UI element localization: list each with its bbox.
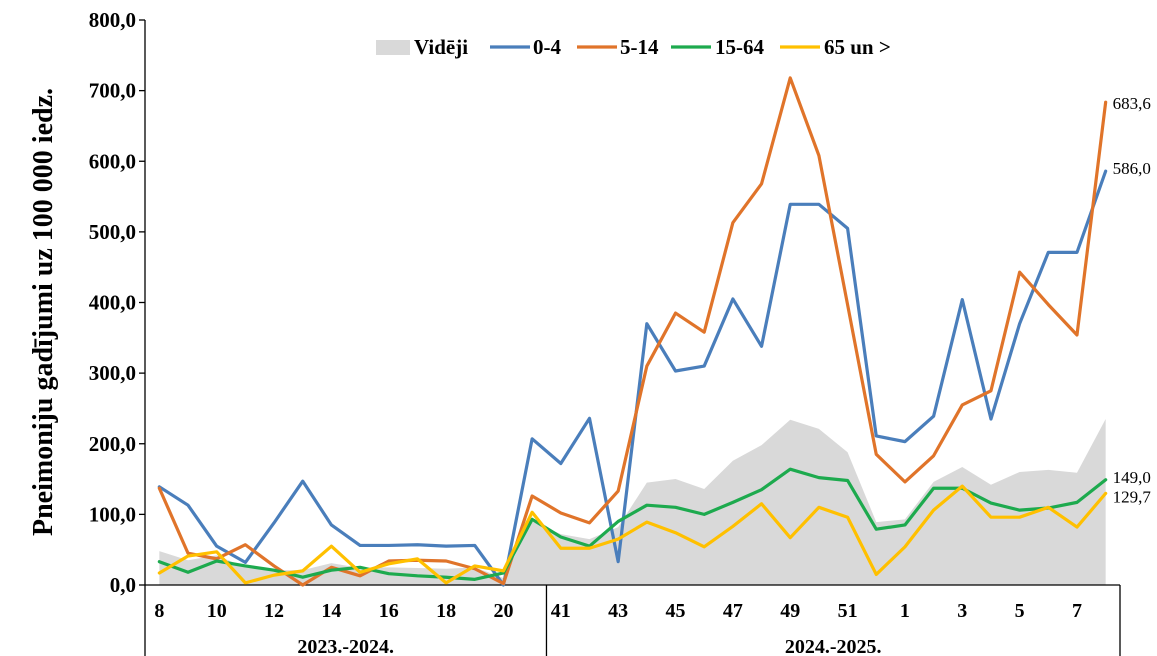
data-label-65-un: 129,7 [1113, 487, 1152, 506]
x-group-label: 2024.-2025. [785, 636, 882, 656]
y-tick-label: 200,0 [89, 432, 136, 456]
area-layer [159, 419, 1106, 585]
legend-label-65-un: 65 un > [824, 35, 891, 59]
y-tick-label: 100,0 [89, 502, 136, 526]
legend-item-videji: Vidēji [376, 35, 468, 59]
series-lines [157, 76, 1108, 587]
series-line-0-4 [157, 169, 1108, 587]
y-tick-label: 0,0 [110, 573, 136, 597]
x-tick-label: 51 [838, 600, 858, 622]
legend-swatch-videji [376, 40, 410, 55]
y-tick-label: 300,0 [89, 361, 136, 385]
x-tick-label: 12 [264, 600, 284, 622]
x-axis-ticks: 8 10 12 14 16 18 20 41 43 45 47 49 51 1 3 5 7 [154, 600, 1082, 622]
y-axis-title: Pneimoniju gadījumi uz 100 000 iedz. [28, 88, 59, 536]
x-tick-label: 49 [780, 600, 800, 622]
legend: Vidēji 0-4 5-14 15-64 65 un > [376, 35, 891, 59]
x-tick-label: 18 [436, 600, 456, 622]
series-line-15-64 [157, 467, 1108, 581]
legend-label-15-64: 15-64 [715, 35, 764, 59]
y-tick-label: 400,0 [89, 291, 136, 315]
legend-item-65-un: 65 un > [780, 35, 891, 59]
x-tick-label: 3 [957, 600, 967, 622]
legend-item-15-64: 15-64 [671, 35, 764, 59]
x-tick-label: 7 [1072, 600, 1082, 622]
data-label-15-64: 149,0 [1113, 468, 1151, 487]
legend-label-0-4: 0-4 [533, 35, 561, 59]
x-tick-label: 5 [1015, 600, 1025, 622]
series-line-65-un [157, 484, 1108, 585]
data-label-0-4: 586,0 [1113, 159, 1151, 178]
x-tick-label: 10 [207, 600, 227, 622]
x-axis-groups: 2023.-2024. 2024.-2025. [144, 585, 1121, 656]
x-tick-label: 8 [154, 600, 164, 622]
x-tick-label: 47 [723, 600, 743, 622]
x-tick-label: 43 [608, 600, 628, 622]
x-tick-label: 41 [551, 600, 571, 622]
y-axis-ticks: 0,0 100,0 200,0 300,0 400,0 500,0 600,0 700,0 80… [89, 8, 145, 597]
x-tick-label: 20 [493, 600, 513, 622]
y-tick-label: 500,0 [89, 220, 136, 244]
x-tick-label: 1 [900, 600, 910, 622]
x-group-label: 2023.-2024. [297, 636, 394, 656]
legend-label-5-14: 5-14 [620, 35, 659, 59]
legend-label-videji: Vidēji [414, 35, 468, 59]
x-tick-label: 14 [321, 600, 341, 622]
y-tick-label: 700,0 [89, 79, 136, 103]
x-tick-label: 45 [666, 600, 686, 622]
legend-item-5-14: 5-14 [577, 35, 659, 59]
y-tick-label: 800,0 [89, 8, 136, 32]
series-line-5-14 [157, 76, 1108, 587]
series-area-videji [159, 419, 1106, 585]
data-label-5-14: 683,6 [1113, 94, 1151, 113]
y-tick-label: 600,0 [89, 149, 136, 173]
x-tick-label: 16 [379, 600, 399, 622]
legend-item-0-4: 0-4 [490, 35, 561, 59]
